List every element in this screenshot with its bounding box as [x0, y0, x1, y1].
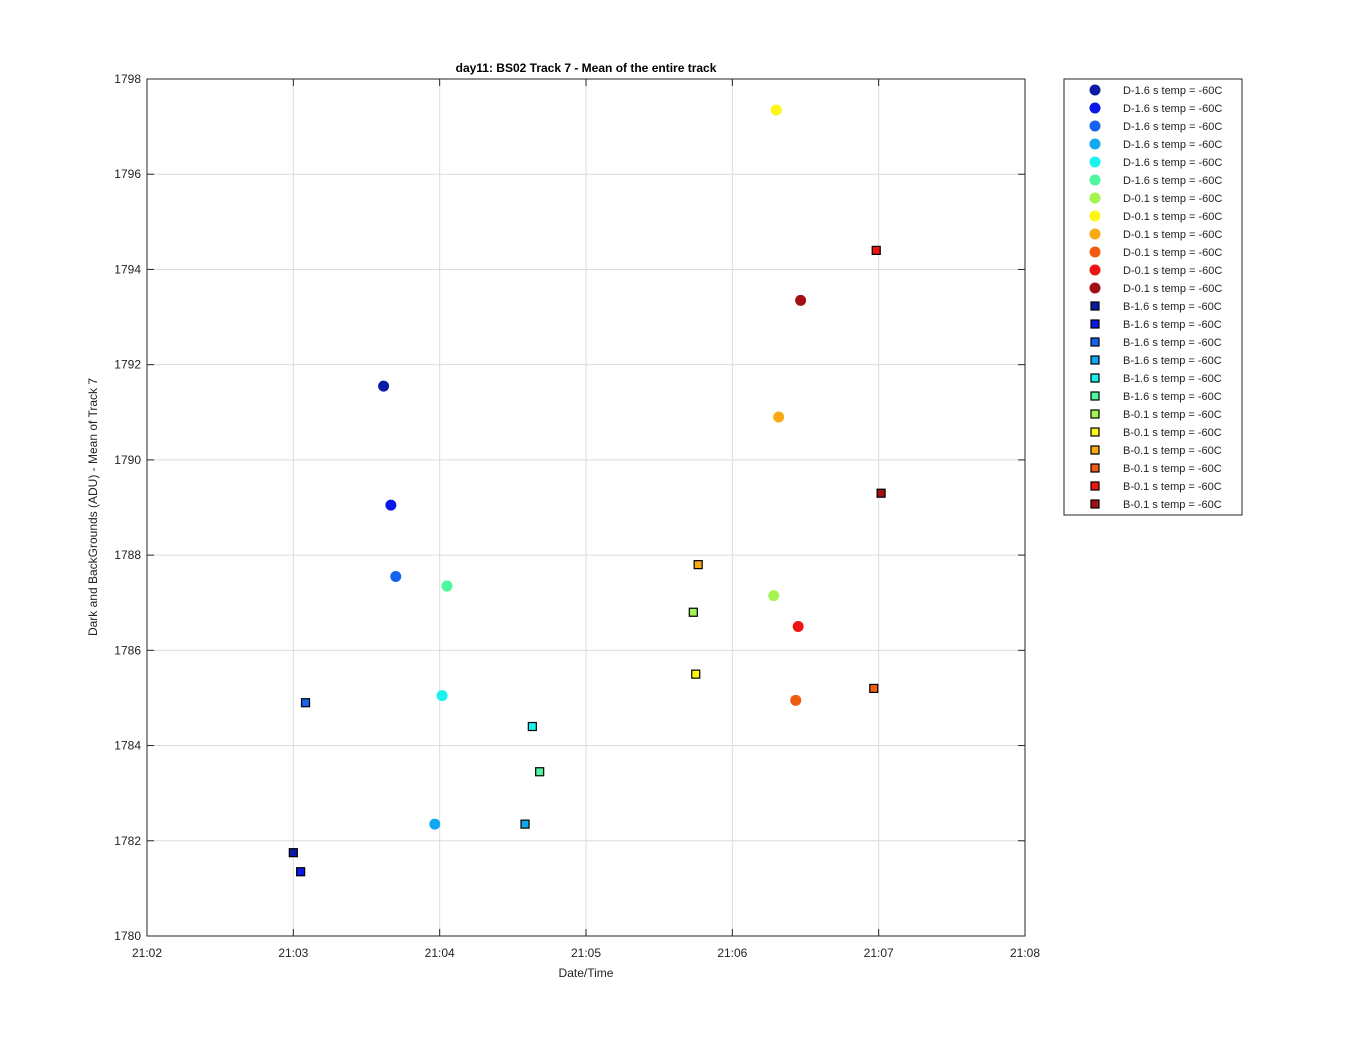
data-point-square: [688, 607, 698, 617]
legend-entry-label: B-0.1 s temp = -60C: [1123, 499, 1222, 511]
legend-box: [1063, 78, 1243, 516]
legend-entry-label: D-1.6 s temp = -60C: [1123, 103, 1222, 115]
legend-marker-circle: [1089, 264, 1101, 276]
legend-entry-label: D-0.1 s temp = -60C: [1123, 193, 1222, 205]
legend-marker-square: [1090, 481, 1100, 491]
legend-entry-label: B-1.6 s temp = -60C: [1123, 391, 1222, 403]
data-point-square: [535, 767, 545, 777]
legend-entry-label: D-0.1 s temp = -60C: [1123, 247, 1222, 259]
legend-entry-label: B-0.1 s temp = -60C: [1123, 463, 1222, 475]
axis-ticks: 21:02 21:03 21:04 21:05 21:06 21:07 21:08 1780 1…: [114, 72, 1040, 960]
legend-entry-label: D-0.1 s temp = -60C: [1123, 265, 1222, 277]
data-point-circle: [773, 411, 785, 423]
legend-marker-square: [1090, 445, 1100, 455]
legend-entry-label: D-0.1 s temp = -60C: [1123, 211, 1222, 223]
legend-marker-circle: [1089, 210, 1101, 222]
y-tick-label: 1790: [114, 453, 141, 467]
data-point-circle: [770, 104, 782, 116]
x-tick-label: 21:08: [1010, 946, 1040, 960]
legend-entry-label: B-1.6 s temp = -60C: [1123, 319, 1222, 331]
y-tick-label: 1796: [114, 167, 141, 181]
y-tick-label: 1786: [114, 643, 141, 657]
legend-marker-square: [1090, 499, 1100, 509]
x-tick-label: 21:05: [571, 946, 601, 960]
data-point-circle: [792, 621, 804, 633]
data-point-square: [300, 698, 311, 708]
legend-entry-label: B-1.6 s temp = -60C: [1123, 373, 1222, 385]
data-point-circle: [378, 380, 390, 392]
chart-title: day11: BS02 Track 7 - Mean of the entire…: [456, 61, 717, 75]
legend-marker-square: [1090, 409, 1100, 419]
legend-entry-label: D-1.6 s temp = -60C: [1123, 157, 1222, 169]
y-tick-label: 1784: [114, 739, 141, 753]
legend-marker-square: [1090, 391, 1100, 401]
legend-marker-circle: [1089, 282, 1101, 294]
data-point-circle: [795, 294, 807, 306]
legend-marker-circle: [1089, 228, 1101, 240]
legend-entry-label: D-1.6 s temp = -60C: [1123, 175, 1222, 187]
grid-lines: [147, 79, 1025, 936]
y-tick-label: 1792: [114, 358, 141, 372]
x-tick-label: 21:07: [864, 946, 894, 960]
legend-marker-square: [1090, 355, 1100, 365]
legend-entry-label: B-1.6 s temp = -60C: [1123, 301, 1222, 313]
data-point-circle: [429, 818, 441, 830]
data-point-circle: [790, 694, 802, 706]
data-point-square: [288, 848, 298, 858]
data-point-square: [876, 488, 886, 498]
legend-entry-label: D-1.6 s temp = -60C: [1123, 139, 1222, 151]
data-point-square: [691, 669, 701, 679]
x-tick-label: 21:03: [278, 946, 308, 960]
data-point-circle: [390, 571, 402, 583]
data-points: [288, 104, 886, 877]
legend-entry-label: B-0.1 s temp = -60C: [1123, 427, 1222, 439]
legend-marker-square: [1090, 463, 1100, 473]
y-axis-label: Dark and BackGrounds (ADU) - Mean of Tra…: [86, 378, 100, 636]
legend-entry-label: B-0.1 s temp = -60C: [1123, 445, 1222, 457]
legend-marker-circle: [1089, 156, 1101, 168]
data-point-square: [296, 867, 306, 877]
legend-marker-square: [1090, 427, 1100, 437]
legend-marker-square: [1090, 301, 1100, 311]
x-tick-label: 21:06: [717, 946, 747, 960]
data-point-square: [527, 721, 537, 732]
legend-entry-label: D-1.6 s temp = -60C: [1123, 85, 1222, 97]
legend-entry-label: B-0.1 s temp = -60C: [1123, 481, 1222, 493]
legend-entry-label: B-0.1 s temp = -60C: [1123, 409, 1222, 421]
legend-entry-label: D-0.1 s temp = -60C: [1123, 283, 1222, 295]
legend-marker-circle: [1089, 102, 1101, 114]
legend-marker-circle: [1089, 138, 1101, 150]
data-point-circle: [768, 590, 780, 602]
legend-entry-label: D-0.1 s temp = -60C: [1123, 229, 1222, 241]
y-tick-label: 1798: [114, 72, 141, 86]
data-point-circle: [441, 580, 453, 592]
legend-marker-circle: [1089, 84, 1101, 96]
y-tick-label: 1788: [114, 548, 141, 562]
legend-entry-label: B-1.6 s temp = -60C: [1123, 337, 1222, 349]
legend-entry-label: B-1.6 s temp = -60C: [1123, 355, 1222, 367]
x-tick-label: 21:02: [132, 946, 162, 960]
legend-marker-square: [1090, 319, 1100, 329]
legend-marker-circle: [1089, 120, 1101, 132]
data-point-circle: [385, 499, 397, 511]
data-point-square: [520, 819, 530, 829]
legend-marker-circle: [1089, 174, 1101, 186]
x-tick-label: 21:04: [425, 946, 455, 960]
data-point-square: [869, 683, 879, 694]
x-axis-label: Date/Time: [559, 966, 614, 980]
legend-marker-square: [1090, 337, 1100, 347]
data-point-circle: [436, 690, 448, 702]
legend: D-1.6 s temp = -60C D-1.6 s temp = -60C D-…: [1063, 78, 1243, 516]
legend-marker-circle: [1089, 246, 1101, 258]
y-tick-label: 1782: [114, 834, 141, 848]
legend-marker-square: [1090, 373, 1100, 383]
y-tick-label: 1794: [114, 262, 141, 276]
data-point-square: [693, 560, 703, 570]
legend-marker-circle: [1089, 192, 1101, 204]
y-tick-label: 1780: [114, 929, 141, 943]
legend-entry-label: D-1.6 s temp = -60C: [1123, 121, 1222, 133]
data-point-square: [871, 245, 881, 255]
